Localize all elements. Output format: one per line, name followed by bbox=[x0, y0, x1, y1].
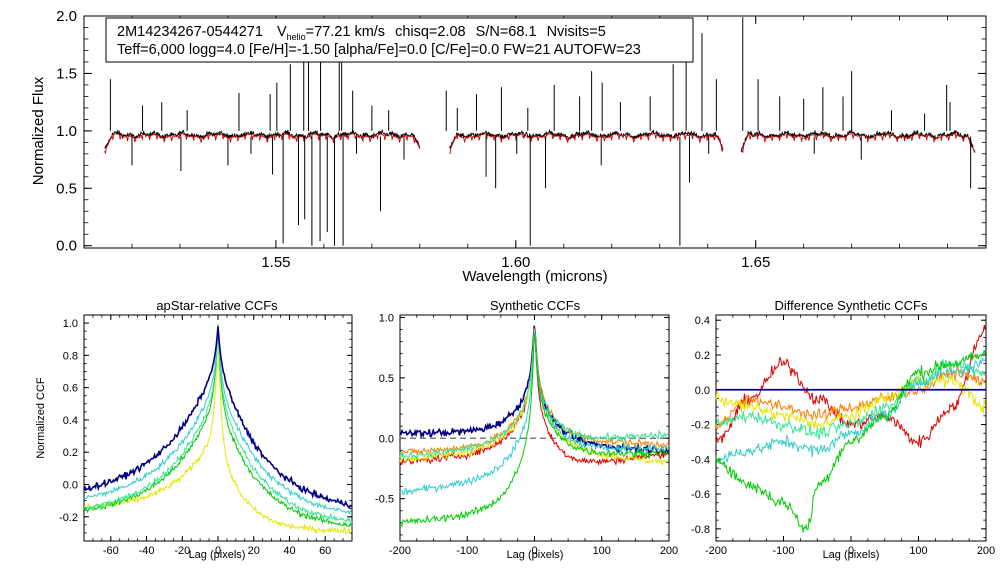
spectrum-panel: 1.55 1.60 1.65 0.0 0.5 1.0 1.5 2.0 bbox=[56, 8, 987, 271]
ccf_synthetic-xtick-label: 200 bbox=[660, 545, 678, 557]
difference-ccf-line-cyan bbox=[715, 357, 986, 464]
ccf_difference-xtick-label: -200 bbox=[705, 545, 727, 557]
synthetic-ccf-title: Synthetic CCFs bbox=[490, 298, 581, 313]
ccf_apstar-ytick-label: 0.8 bbox=[63, 350, 78, 362]
ccf_synthetic-ytick-label: 0.0 bbox=[379, 433, 394, 445]
ccf_difference-xtick-label: 200 bbox=[977, 545, 995, 557]
ccf_synthetic-xtick-label: 100 bbox=[593, 545, 611, 557]
synthetic-ccf-line-mint bbox=[399, 329, 669, 461]
ccf_difference-ytick-label: 0.4 bbox=[695, 315, 710, 327]
spectrum-model-chip-1 bbox=[104, 133, 421, 154]
synthetic-ccf-xlabel: Lag (pixels) bbox=[507, 549, 564, 561]
ccf_difference-ytick-label: -0.8 bbox=[691, 524, 710, 536]
spectrum-xtick-label: 1.60 bbox=[501, 254, 530, 271]
info-box-frame bbox=[105, 17, 694, 63]
ccf_difference-xtick-label: -100 bbox=[772, 545, 794, 557]
ccf_apstar-xtick-label: -20 bbox=[174, 545, 190, 557]
spectrum-ytick-label: 0.0 bbox=[56, 238, 77, 255]
info-snr: S/N=68.1 bbox=[476, 24, 537, 40]
apstar-ccf-line-yellow bbox=[83, 323, 353, 535]
ccf_synthetic-ytick-label: -0.5 bbox=[375, 494, 394, 506]
spectrum-xlabel: Wavelength (microns) bbox=[462, 268, 607, 285]
synthetic-ccf-line-green bbox=[399, 333, 669, 527]
difference-ccf-line-mint bbox=[715, 359, 986, 440]
ccf_difference-ytick-label: -0.2 bbox=[691, 420, 710, 432]
difference-ccf-panel: -200 -100 0 100 200 -0.8 -0.6 -0.4 -0.2 0.0 0.2 0.4 bbox=[691, 314, 995, 557]
info-vhelio-sub: helio bbox=[287, 32, 306, 42]
difference-ccf-line-yellow bbox=[715, 374, 986, 431]
apstar-ccf-title: apStar-relative CCFs bbox=[156, 298, 278, 313]
ccf_apstar-xtick-label: -60 bbox=[103, 545, 119, 557]
spectrum-model-chip-2 bbox=[449, 133, 724, 154]
info-vhelio-prefix: V bbox=[277, 24, 287, 40]
apstar-ccf-ylabel: Normalized CCF bbox=[35, 377, 47, 459]
spectrum-ytick-label: 0.5 bbox=[56, 180, 77, 197]
ccf_apstar-xtick-label: -40 bbox=[139, 545, 155, 557]
ccf_apstar-ytick-label: 1.0 bbox=[63, 318, 78, 330]
ccf_apstar-xtick-label: 40 bbox=[283, 545, 295, 557]
ccf_apstar-ytick-label: -0.2 bbox=[59, 512, 78, 524]
ccf_apstar-ytick-label: 0.0 bbox=[63, 480, 78, 492]
ccf_apstar-ytick-label: 0.4 bbox=[63, 415, 78, 427]
ccf_synthetic-xtick-label: 0 bbox=[531, 545, 537, 557]
ccf_difference-ytick-label: -0.4 bbox=[691, 454, 710, 466]
info-chisq: chisq=2.08 bbox=[395, 24, 466, 40]
synthetic-ccf-panel: -200 -100 0 100 200 -0.5 0.0 0.5 1.0 bbox=[375, 312, 678, 557]
difference-ccf-title: Difference Synthetic CCFs bbox=[775, 298, 928, 313]
info-nvisits: Nvisits=5 bbox=[547, 24, 606, 40]
ccf_difference-xtick-label: 100 bbox=[909, 545, 927, 557]
info-star-id: 2M14234267-0544271 bbox=[117, 24, 263, 40]
difference-ccf-xlabel: Lag (pixels) bbox=[823, 549, 880, 561]
ccf_synthetic-ytick-label: 1.0 bbox=[379, 312, 394, 324]
info-box: 2M14234267-0544271 Vhelio=77.21 km/s chi… bbox=[105, 17, 694, 63]
spectrum-model-chip-3 bbox=[740, 133, 976, 153]
ccf_difference-ytick-label: 0.0 bbox=[695, 385, 710, 397]
spectrum-ylabel: Normalized Flux bbox=[30, 76, 47, 185]
spectrum-xtick-label: 1.65 bbox=[741, 254, 770, 271]
ccf_apstar-xtick-label: 60 bbox=[319, 545, 331, 557]
ccf_synthetic-xtick-label: -200 bbox=[389, 545, 411, 557]
synthetic-ccf-line-yellow bbox=[399, 328, 669, 466]
spectrum-axes-frame bbox=[83, 15, 987, 249]
apstar-ccf-line-green bbox=[83, 324, 353, 527]
spectrum-ytick-label: 2.0 bbox=[56, 8, 77, 25]
ccf_apstar-xtick-label: 20 bbox=[248, 545, 260, 557]
info-vhelio-value: =77.21 km/s bbox=[306, 24, 385, 40]
spectrum-xtick-label: 1.55 bbox=[261, 254, 290, 271]
ccf_difference-ytick-label: 0.2 bbox=[695, 350, 710, 362]
difference-ccf-line-orange bbox=[715, 365, 986, 432]
spectrum-observed-chip-1 bbox=[104, 128, 420, 149]
info-line-1: 2M14234267-0544271 Vhelio=77.21 km/s chi… bbox=[117, 24, 606, 42]
difference-ccf-line-green bbox=[715, 349, 986, 533]
ccf_apstar-xtick-label: 0 bbox=[215, 545, 221, 557]
ccf_synthetic-xtick-label: -100 bbox=[456, 545, 478, 557]
spectrum-ytick-label: 1.0 bbox=[56, 123, 77, 140]
ccf_apstar-ytick-label: 0.6 bbox=[63, 383, 78, 395]
ccf_difference-ytick-label: -0.6 bbox=[691, 489, 710, 501]
info-line-2: Teff=6,000 logg=4.0 [Fe/H]=-1.50 [alpha/… bbox=[117, 42, 641, 58]
spectrum-ytick-label: 1.5 bbox=[56, 65, 77, 82]
apstar-ccf-xlabel: Lag (pixels) bbox=[189, 549, 246, 561]
apstar-ccf-line-navy bbox=[83, 326, 353, 509]
synthetic-ccf-line-red bbox=[399, 326, 669, 467]
apstar-ccf-panel: -60 -40 -20 0 20 40 60 -0.2 0.0 0.2 0.4 0.6 0.8 1.0 bbox=[59, 314, 353, 557]
synthetic-ccf-line-cyan bbox=[399, 332, 669, 496]
ccf_synthetic-ytick-label: 0.5 bbox=[379, 373, 394, 385]
ccf_difference-xtick-label: 0 bbox=[848, 545, 854, 557]
ccf_apstar-ytick-label: 0.2 bbox=[63, 447, 78, 459]
